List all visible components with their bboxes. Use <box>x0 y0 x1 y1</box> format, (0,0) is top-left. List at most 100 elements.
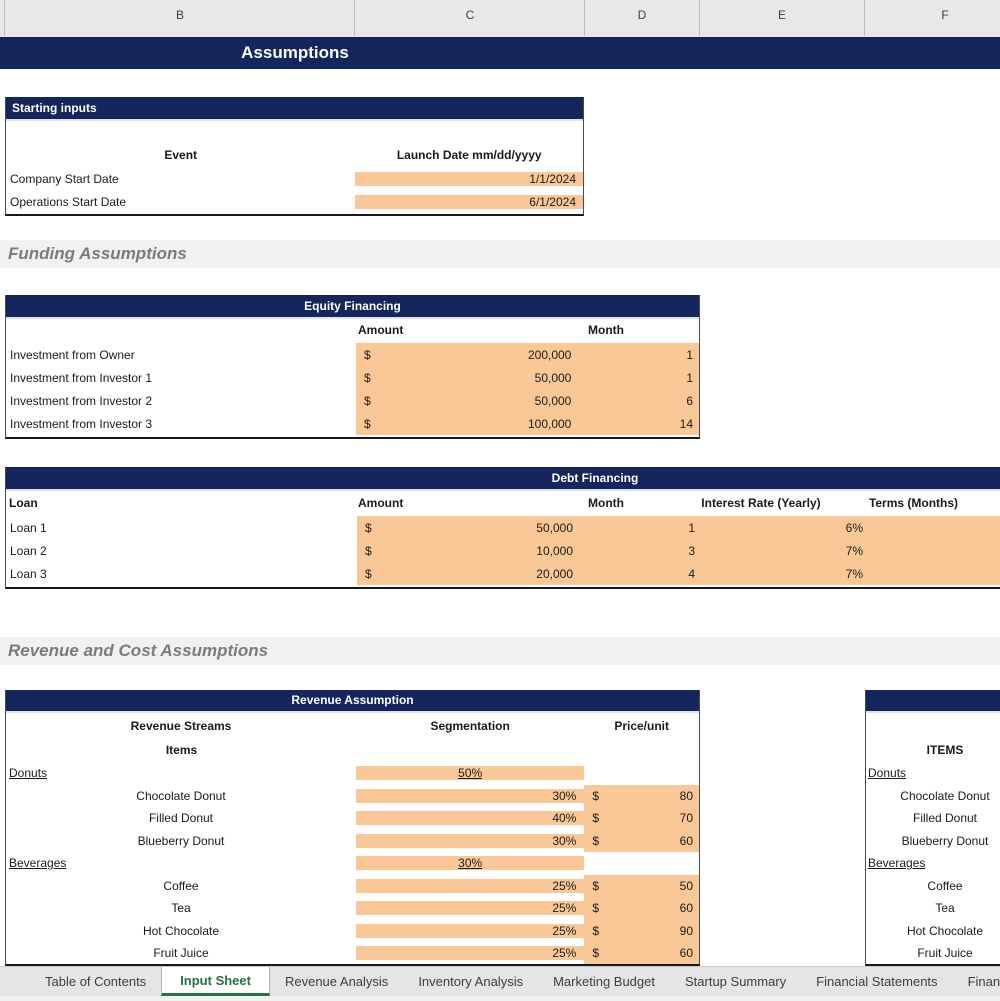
amount-cell[interactable]: 100,000 <box>381 412 572 435</box>
company-start-date-cell[interactable]: 1/1/2024 <box>355 171 583 186</box>
starting-inputs-column-headers: Event Launch Date mm/dd/yyyy <box>6 142 583 167</box>
revenue-assumption-header: Revenue Assumption <box>6 690 699 713</box>
price-cell[interactable]: $50 <box>584 874 699 897</box>
table-row: Filled Donut 40% $70 <box>6 807 699 830</box>
segmentation-cell[interactable]: 25% <box>355 946 585 961</box>
amount-cell[interactable]: 10,000 <box>383 539 573 562</box>
currency-symbol: $ <box>592 878 600 893</box>
month-column-header: Month <box>588 323 624 337</box>
month-column-header: Month <box>588 496 624 510</box>
price-cell[interactable]: $60 <box>584 942 699 964</box>
price-cell[interactable]: $60 <box>584 897 699 920</box>
table-row: Donuts 50% <box>6 762 699 785</box>
currency-cell[interactable]: $ <box>357 539 383 562</box>
segmentation-cell[interactable]: 25% <box>355 923 585 938</box>
loan-column-header: Loan <box>9 496 38 510</box>
equity-financing-header: Equity Financing <box>6 295 699 319</box>
table-row: Investment from Owner $ 200,000 1 <box>6 343 699 366</box>
items-item-label: Hot Chocolate <box>906 923 984 938</box>
price-cell-empty[interactable] <box>584 852 699 875</box>
tab-startup-summary[interactable]: Startup Summary <box>685 974 787 989</box>
price-cell[interactable]: $60 <box>584 829 699 852</box>
loan-row-label: Loan 1 <box>6 516 357 539</box>
tab-table-of-contents[interactable]: Table of Contents <box>45 974 147 989</box>
price-value: 60 <box>679 833 694 848</box>
column-letter-c[interactable]: C <box>465 8 475 22</box>
amount-cell[interactable]: 50,000 <box>381 389 572 412</box>
price-value: 60 <box>679 901 694 916</box>
month-cell[interactable]: 14 <box>571 412 699 435</box>
price-cell[interactable]: $70 <box>584 807 699 830</box>
tab-marketing-budget[interactable]: Marketing Budget <box>553 974 655 989</box>
amount-cell[interactable]: 50,000 <box>381 366 572 389</box>
equity-financing-table: Equity Financing Amount Month Investment… <box>5 295 700 439</box>
segmentation-cell[interactable]: 30% <box>355 788 585 803</box>
table-row: Hot Chocolate <box>866 920 1000 943</box>
terms-column-header: Terms (Months) <box>868 496 959 510</box>
currency-cell[interactable]: $ <box>357 516 383 539</box>
table-row: Coffee 25% $50 <box>6 874 699 897</box>
amount-cell[interactable]: 200,000 <box>381 343 572 366</box>
price-cell[interactable]: $90 <box>584 919 699 942</box>
table-row: Operations Start Date 6/1/2024 <box>6 190 583 213</box>
interest-rate-column-header: Interest Rate (Yearly) <box>701 496 821 510</box>
segmentation-cell[interactable]: 50% <box>356 766 585 781</box>
tab-inventory-analysis[interactable]: Inventory Analysis <box>418 974 524 989</box>
column-letter-e[interactable]: E <box>777 8 786 22</box>
revenue-item-label: Coffee <box>163 878 199 893</box>
segmentation-cell[interactable]: 25% <box>355 901 585 916</box>
price-unit-column-header: Price/unit <box>614 718 669 733</box>
amount-cell[interactable]: 20,000 <box>383 562 573 585</box>
currency-cell[interactable]: $ <box>355 412 382 435</box>
table-row: Hot Chocolate 25% $90 <box>6 919 699 942</box>
price-cell-empty[interactable] <box>584 762 699 785</box>
operations-start-date-cell[interactable]: 6/1/2024 <box>355 194 583 209</box>
table-row: Blueberry Donut 30% $60 <box>6 829 699 852</box>
month-cell[interactable]: 1 <box>571 366 699 389</box>
table-row: Company Start Date 1/1/2024 <box>6 167 583 190</box>
tab-input-sheet[interactable]: Input Sheet <box>161 967 270 996</box>
items-subheader: Items <box>165 743 198 757</box>
terms-cell[interactable] <box>863 516 1000 539</box>
event-column-header: Event <box>164 147 198 162</box>
table-row: Blueberry Donut <box>866 830 1000 853</box>
column-letter-d[interactable]: D <box>637 8 647 22</box>
tab-financial-clipped[interactable]: Financial <box>967 974 1000 989</box>
column-letter-b[interactable]: B <box>175 8 184 22</box>
segmentation-cell[interactable]: 25% <box>355 878 585 893</box>
segmentation-cell[interactable]: 30% <box>356 856 585 871</box>
terms-cell[interactable] <box>863 562 1000 585</box>
revenue-column-headers: Revenue Streams Segmentation Price/unit <box>6 713 699 738</box>
month-cell[interactable]: 1 <box>573 516 701 539</box>
table-row: Filled Donut <box>866 807 1000 830</box>
month-cell[interactable]: 4 <box>573 562 701 585</box>
currency-symbol: $ <box>592 923 600 938</box>
items-item-label: Fruit Juice <box>917 946 973 961</box>
amount-cell[interactable]: 50,000 <box>383 516 573 539</box>
price-cell[interactable]: $80 <box>584 784 699 807</box>
month-cell[interactable]: 1 <box>571 343 699 366</box>
month-cell[interactable]: 6 <box>571 389 699 412</box>
segmentation-cell[interactable]: 40% <box>355 811 585 826</box>
tab-revenue-analysis[interactable]: Revenue Analysis <box>284 974 389 989</box>
revenue-item-label: Hot Chocolate <box>142 923 220 938</box>
tab-financial-statements[interactable]: Financial Statements <box>816 974 938 989</box>
currency-cell[interactable]: $ <box>355 343 382 366</box>
terms-cell[interactable] <box>863 539 1000 562</box>
month-cell[interactable]: 3 <box>573 539 701 562</box>
blank-row <box>6 121 583 142</box>
interest-rate-cell[interactable]: 7% <box>701 562 863 585</box>
page-title: Assumptions <box>241 43 349 62</box>
equity-row-label: Investment from Owner <box>6 343 356 366</box>
table-row: Tea 25% $60 <box>6 897 699 920</box>
segmentation-cell[interactable]: 30% <box>355 833 585 848</box>
column-letter-f[interactable]: F <box>941 8 949 22</box>
equity-row-label: Investment from Investor 3 <box>6 412 356 435</box>
table-row: Loan 1 $ 50,000 1 6% <box>6 516 1000 539</box>
interest-rate-cell[interactable]: 7% <box>701 539 863 562</box>
currency-cell[interactable]: $ <box>357 562 383 585</box>
interest-rate-cell[interactable]: 6% <box>701 516 863 539</box>
currency-cell[interactable]: $ <box>355 389 382 412</box>
table-row: Fruit Juice 25% $60 <box>6 942 699 964</box>
currency-cell[interactable]: $ <box>355 366 382 389</box>
